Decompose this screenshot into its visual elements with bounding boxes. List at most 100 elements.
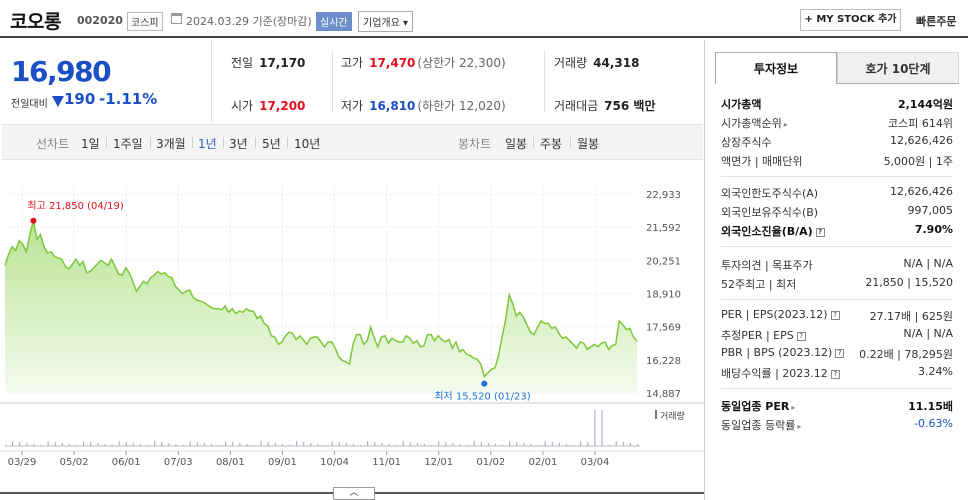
quote-table: 전일 17,170 고가 17,470 (상한가 22,300) 거래량 44,318 … bbox=[213, 40, 704, 122]
volume-bar bbox=[154, 441, 156, 446]
volume-bar bbox=[40, 445, 42, 446]
info-row-foreign-ratio: 외국인소진율(B/A)? 7.90% bbox=[721, 223, 953, 241]
current-price: 16,980 bbox=[11, 55, 112, 88]
calendar-icon bbox=[171, 13, 182, 24]
day-low: 저가 16,810 (하한가 12,020) bbox=[341, 97, 506, 114]
help-icon[interactable]: ? bbox=[815, 228, 825, 237]
volume-bar bbox=[47, 441, 49, 446]
volume-bar bbox=[494, 444, 496, 446]
stock-code: 002020 bbox=[77, 14, 123, 27]
x-tick-label: 10/04 bbox=[320, 457, 349, 468]
period-5y[interactable]: 5년 bbox=[262, 137, 281, 151]
low-label: 최저 15,520 (01/23) bbox=[434, 391, 530, 403]
info-row-pbr: PBR | BPS (2023.12)? 0.22배 | 78,295원 bbox=[721, 346, 953, 364]
info-key-text: 동일업종 등락률 bbox=[721, 419, 796, 432]
period-1w[interactable]: 1주일 bbox=[113, 137, 143, 151]
info-key: 추정PER | EPS? bbox=[721, 327, 806, 343]
divider bbox=[533, 137, 534, 148]
info-value: 12,626,426 bbox=[890, 185, 953, 198]
price-area bbox=[5, 220, 637, 393]
volume-bar bbox=[551, 442, 553, 446]
candle-monthly[interactable]: 월봉 bbox=[577, 137, 600, 151]
price-chart[interactable]: 22,933 21,592 20,251 18,910 17,569 16,228 14,8… bbox=[0, 160, 704, 490]
info-row-sector-rate: 동일업종 등락률 ▸ -0.63% bbox=[721, 417, 953, 435]
volume-bar bbox=[360, 445, 362, 446]
change-rate: -1.11% bbox=[99, 90, 158, 108]
x-tick-label: 03/04 bbox=[581, 457, 610, 468]
volume-bar bbox=[33, 444, 35, 446]
volume-bar bbox=[331, 441, 333, 446]
info-value: 27.17배 | 625원 bbox=[869, 310, 953, 323]
tab-order-book[interactable]: 호가 10단계 bbox=[837, 52, 959, 84]
info-row-foreign-limit: 외국인한도주식수(A) 12,626,426 bbox=[721, 185, 953, 203]
my-stock-add-button[interactable]: + MY STOCK 추가 bbox=[800, 9, 901, 31]
volume-bar bbox=[615, 441, 617, 446]
volume-bar bbox=[445, 442, 447, 446]
trade-amount: 거래대금 756 백만 bbox=[554, 97, 655, 114]
volume-bar bbox=[416, 443, 418, 446]
info-value: 12,626,426 bbox=[890, 134, 953, 147]
volume-bar bbox=[409, 442, 411, 446]
volume-bar bbox=[68, 444, 70, 446]
volume-bar bbox=[267, 442, 269, 446]
volume-bar bbox=[452, 443, 454, 446]
volume-bar bbox=[274, 443, 276, 446]
info-value: 997,005 bbox=[907, 204, 954, 217]
price-summary: 16,980 전일대비 190 -1.11% bbox=[0, 40, 212, 122]
divider bbox=[332, 50, 333, 112]
period-3y[interactable]: 3년 bbox=[229, 137, 248, 151]
volume-bar bbox=[225, 441, 227, 446]
x-tick-label: 02/01 bbox=[528, 457, 557, 468]
y-tick-label: 18,910 bbox=[646, 290, 681, 301]
info-key: PBR | BPS (2023.12)? bbox=[721, 346, 845, 359]
help-icon[interactable]: ? bbox=[796, 332, 806, 341]
day-open: 시가 17,200 bbox=[231, 97, 305, 114]
base-date: 2024.03.29 기준(장마감) bbox=[186, 15, 312, 28]
volume-bar bbox=[90, 442, 92, 446]
amount-label: 거래대금 bbox=[554, 99, 599, 113]
invest-info-panel: 투자정보 호가 10단계 시가총액 2,144억원 시가총액순위 ▸ 코스피 614위… bbox=[704, 40, 968, 500]
info-key: PER | EPS(2023.12)? bbox=[721, 308, 840, 321]
volume-bar bbox=[5, 445, 6, 446]
y-tick-label: 17,569 bbox=[646, 323, 681, 334]
corp-info-dropdown[interactable]: 기업개요 ▾ bbox=[358, 11, 413, 32]
volume-bar bbox=[289, 445, 291, 446]
quick-order-button[interactable]: 빠른주문 bbox=[916, 15, 957, 28]
period-3m[interactable]: 3개월 bbox=[156, 137, 186, 151]
volume-legend-swatch bbox=[655, 410, 657, 419]
info-key-text: PBR | BPS (2023.12) bbox=[721, 346, 833, 359]
volume-bar bbox=[459, 444, 461, 446]
info-key-text: 배당수익률 | 2023.12 bbox=[721, 367, 828, 380]
info-tabs: 투자정보 호가 10단계 bbox=[715, 52, 959, 84]
volume-bar bbox=[466, 445, 468, 446]
volume-bar bbox=[83, 441, 85, 446]
down-triangle-icon bbox=[52, 96, 64, 107]
realtime-button[interactable]: 실시간 bbox=[316, 12, 352, 31]
info-key-text: 시가총액순위 bbox=[721, 117, 782, 130]
volume-bar bbox=[516, 442, 518, 446]
help-icon[interactable]: ? bbox=[830, 311, 840, 320]
period-10y[interactable]: 10년 bbox=[294, 137, 321, 151]
x-tick-label: 09/01 bbox=[268, 457, 297, 468]
volume-bar bbox=[381, 443, 383, 446]
info-value: 2,144억원 bbox=[897, 98, 953, 111]
period-1y[interactable]: 1년 bbox=[198, 137, 217, 151]
period-1d[interactable]: 1일 bbox=[81, 137, 100, 151]
volume-bar bbox=[622, 442, 624, 446]
volume-bar bbox=[487, 443, 489, 446]
volume-bar bbox=[196, 442, 198, 446]
low-label: 저가 bbox=[341, 99, 364, 113]
collapse-chart-button[interactable]: ︿ bbox=[333, 487, 375, 500]
volume-bar bbox=[395, 445, 397, 446]
tab-invest-info[interactable]: 투자정보 bbox=[715, 52, 837, 84]
help-icon[interactable]: ? bbox=[835, 349, 845, 358]
y-tick-label: 20,251 bbox=[646, 256, 681, 267]
volume-bar bbox=[367, 441, 369, 446]
candle-daily[interactable]: 일봉 bbox=[505, 137, 528, 151]
volume-label: 거래량 bbox=[554, 56, 588, 70]
volume-bar bbox=[210, 444, 212, 446]
info-value: N/A | N/A bbox=[903, 327, 953, 340]
volume-bar bbox=[438, 441, 440, 446]
candle-weekly[interactable]: 주봉 bbox=[540, 137, 563, 151]
help-icon[interactable]: ? bbox=[830, 370, 840, 379]
